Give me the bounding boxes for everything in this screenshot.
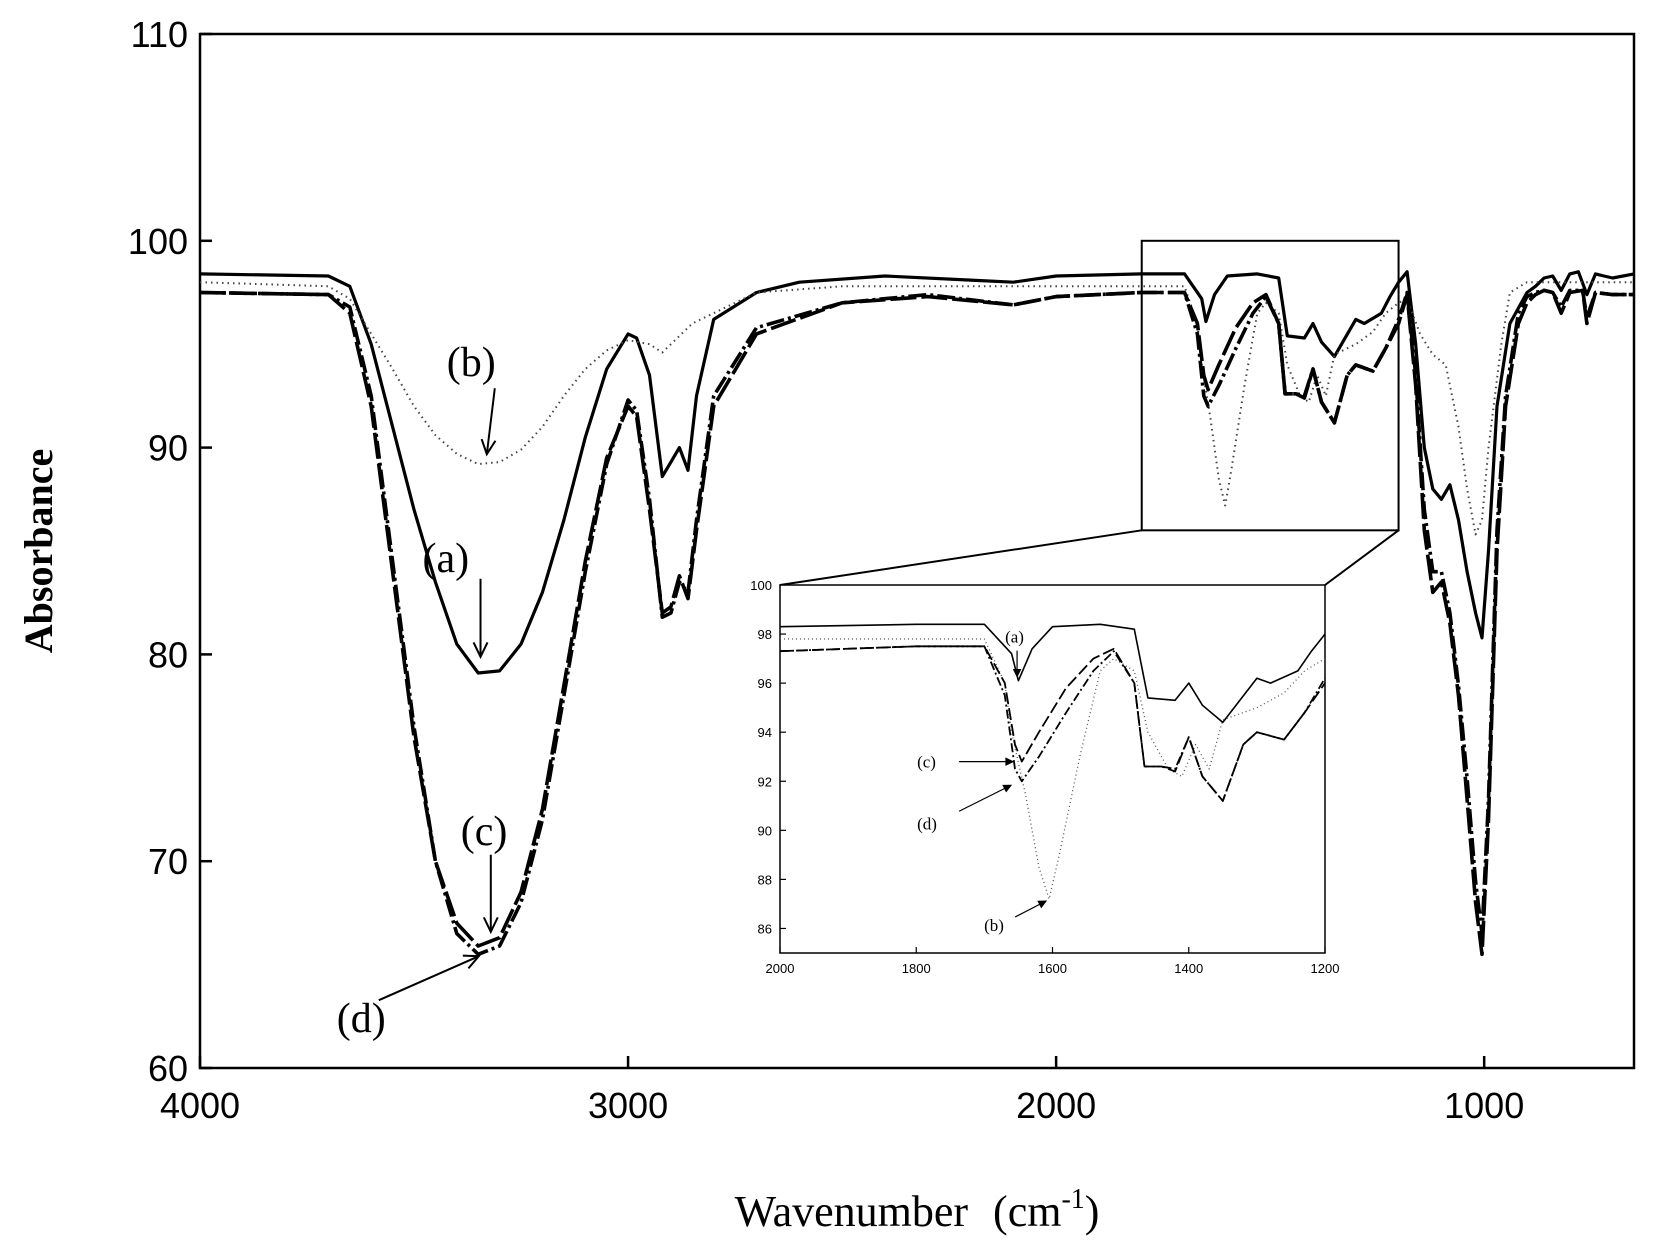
inset-annotation-label-a: (a)	[1005, 628, 1024, 647]
y-tick-label: 70	[148, 841, 188, 882]
inset-y-tick-label: 98	[758, 627, 772, 642]
zoom-region-box	[1140, 239, 1400, 532]
annotation-arrowhead	[482, 916, 499, 935]
y-tick-label: 80	[148, 634, 188, 675]
annotation-label-a: (a)	[423, 536, 470, 582]
y-tick-label: 90	[148, 428, 188, 469]
y-axis-label: Absorbance	[16, 449, 61, 653]
inset-annotation-arrowhead	[1012, 668, 1022, 678]
inset-annotation-label-b: (b)	[984, 916, 1004, 935]
inset-y-tick-label: 100	[750, 578, 772, 593]
inset-annotation-arrowhead	[1037, 900, 1048, 909]
series-line-a	[199, 270, 1635, 675]
y-tick-label: 100	[128, 221, 188, 262]
annotation-arrowhead	[480, 438, 497, 457]
series-line-d	[199, 288, 1634, 957]
inset-annotation-arrowhead	[1002, 784, 1013, 793]
x-tick-label: 3000	[588, 1085, 668, 1126]
x-axis-label-text: Wavenumber	[735, 1187, 969, 1236]
x-axis-label-unit-close: )	[1085, 1187, 1100, 1236]
inset-y-tick-label: 94	[758, 725, 772, 740]
x-tick-label: 2000	[1016, 1085, 1096, 1126]
inset-y-tick-label: 86	[758, 921, 772, 936]
main-plot-frame	[198, 32, 1636, 1070]
x-tick-label: 1000	[1444, 1085, 1524, 1126]
inset-x-tick-label: 1200	[1311, 961, 1340, 976]
series-line-b	[199, 281, 1634, 536]
inset-x-tick-label: 1400	[1174, 961, 1203, 976]
annotation-arrowhead	[462, 954, 481, 970]
annotation-label-d: (d)	[337, 996, 386, 1042]
inset-y-tick-label: 92	[758, 774, 772, 789]
y-tick-label: 60	[148, 1048, 188, 1089]
inset-annotation-arrow	[958, 784, 1012, 812]
inset-annotation-label-d: (d)	[917, 814, 937, 833]
annotation-label-c: (c)	[461, 809, 508, 855]
inset-series-line-a	[779, 623, 1326, 724]
annotation-arrowhead	[472, 641, 489, 660]
x-axis-label: Wavenumber (cm-1)	[735, 1184, 1100, 1236]
inset-x-tick-label: 2000	[766, 961, 795, 976]
zoom-connector-left	[779, 529, 1142, 586]
x-axis-label-unit-open: (cm	[993, 1187, 1061, 1236]
inset-y-tick-label: 88	[758, 872, 772, 887]
inset-annotation-arrowhead	[1005, 757, 1015, 766]
inset-series-line-d	[779, 645, 1326, 802]
annotation-arrow	[485, 388, 496, 455]
inset-y-tick-label: 90	[758, 823, 772, 838]
y-tick-label: 110	[131, 14, 188, 55]
inset-x-tick-label: 1600	[1038, 961, 1067, 976]
x-axis-label-unit-sup: -1	[1061, 1184, 1084, 1215]
annotation-arrow	[378, 955, 480, 1002]
inset-x-tick-label: 1800	[902, 961, 931, 976]
inset-annotation-label-c: (c)	[917, 753, 936, 772]
x-tick-label: 4000	[160, 1085, 240, 1126]
zoom-connector-right	[1324, 529, 1400, 586]
annotation-label-b: (b)	[447, 340, 496, 386]
inset-y-tick-label: 96	[758, 676, 772, 691]
inset-panel	[780, 585, 1325, 953]
